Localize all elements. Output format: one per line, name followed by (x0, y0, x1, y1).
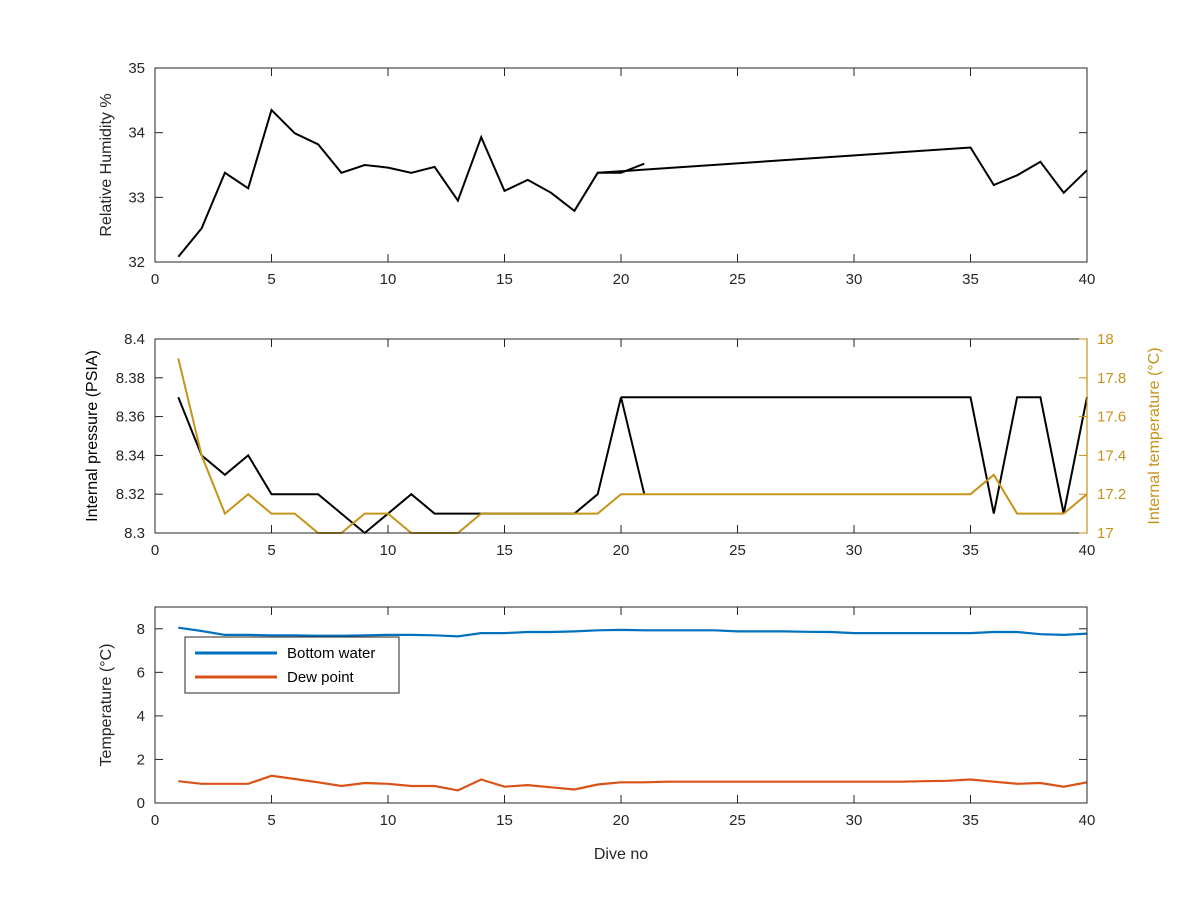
x-tick-label: 35 (962, 271, 979, 288)
y-tick-label: 8.4 (124, 331, 145, 348)
x-tick-label: 35 (962, 542, 979, 559)
right-y-tick-label: 17.6 (1097, 409, 1126, 426)
right-y-tick-label: 17 (1097, 525, 1114, 542)
x-tick-label: 25 (729, 812, 746, 829)
x-tick-label: 5 (267, 812, 275, 829)
right-y-tick-label: 17.2 (1097, 486, 1126, 503)
temperature-chart-panel: 0 5 10 15 20 25 30 35 40 0 2 4 6 8 Temperature (°C) Div… (98, 606, 1096, 863)
series-line (178, 774, 1088, 792)
x-tick-label: 25 (729, 271, 746, 288)
y-tick-label: 8.3 (124, 525, 145, 542)
y-tick-label: 8.36 (116, 409, 145, 426)
x-tick-label: 30 (846, 271, 863, 288)
x-tick-label: 20 (613, 542, 630, 559)
x-tick-label: 30 (846, 542, 863, 559)
y-tick-label: 4 (137, 708, 145, 725)
right-y-axis-title: Internal temperature (°C) (1146, 347, 1163, 524)
pressure-temperature-chart-panel: 0 5 10 15 20 25 30 35 40 8.3 8.32 8.34 8.36 8.38 8.4 17… (84, 331, 1163, 559)
y-tick-label: 34 (128, 125, 145, 142)
x-tick-label: 20 (613, 812, 630, 829)
right-y-tick-label: 18 (1097, 331, 1114, 348)
x-tick-label: 40 (1079, 271, 1096, 288)
y-axis-title: Relative Humidity % (98, 93, 115, 236)
x-tick-label: 0 (151, 812, 159, 829)
x-tick-label: 5 (267, 271, 275, 288)
legend-label: Dew point (287, 669, 355, 686)
right-y-tick-label: 17.8 (1097, 370, 1126, 387)
x-axis-title: Dive no (594, 846, 648, 863)
legend: Bottom water Dew point (184, 636, 400, 694)
y-tick-label: 32 (128, 254, 145, 271)
y-tick-label: 35 (128, 60, 145, 77)
series-line (597, 146, 1088, 195)
x-tick-label: 10 (380, 271, 397, 288)
x-tick-label: 25 (729, 542, 746, 559)
x-tick-label: 0 (151, 271, 159, 288)
y-axis-title: Internal pressure (PSIA) (84, 350, 101, 522)
y-tick-label: 8 (137, 621, 145, 638)
x-tick-label: 30 (846, 812, 863, 829)
x-tick-label: 10 (380, 812, 397, 829)
series-line (177, 108, 645, 258)
y-tick-label: 33 (128, 189, 145, 206)
x-tick-label: 15 (496, 812, 513, 829)
y-tick-label: 8.38 (116, 370, 145, 387)
plot-area (155, 68, 1087, 262)
x-tick-label: 40 (1079, 812, 1096, 829)
x-tick-label: 40 (1079, 542, 1096, 559)
x-tick-label: 15 (496, 542, 513, 559)
x-tick-label: 35 (962, 812, 979, 829)
y-tick-label: 2 (137, 751, 145, 768)
plot-area (155, 339, 1087, 533)
x-tick-label: 15 (496, 271, 513, 288)
legend-box (184, 636, 400, 694)
plot-area (155, 607, 1087, 803)
y-tick-label: 8.34 (116, 447, 145, 464)
legend-label: Bottom water (287, 645, 375, 662)
y-tick-label: 0 (137, 795, 145, 812)
x-tick-label: 0 (151, 542, 159, 559)
humidity-chart-panel: 0 5 10 15 20 25 30 35 40 32 33 34 35 Relative Humidit… (98, 60, 1095, 288)
x-tick-label: 20 (613, 271, 630, 288)
y-tick-label: 6 (137, 664, 145, 681)
y-axis-title: Temperature (°C) (98, 644, 115, 767)
series-line (177, 358, 1088, 534)
y-tick-label: 8.32 (116, 486, 145, 503)
x-tick-label: 10 (380, 542, 397, 559)
series-line (178, 626, 1088, 638)
right-y-tick-label: 17.4 (1097, 447, 1126, 464)
x-tick-label: 5 (267, 542, 275, 559)
